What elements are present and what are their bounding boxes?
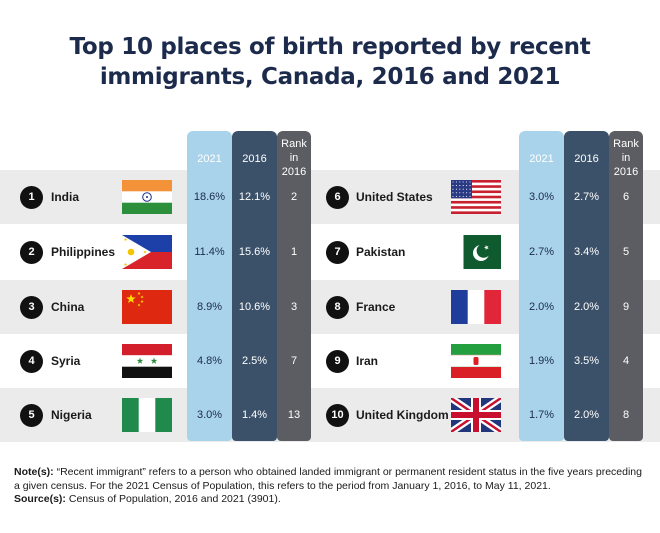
- rank-2016: 8: [622, 409, 630, 421]
- country-label: Pakistan: [356, 245, 406, 259]
- header-rank-line-1: Rank: [613, 138, 639, 150]
- rank-badge: 5: [20, 404, 43, 427]
- rank-badge: 8: [326, 296, 349, 319]
- iran-flag: [451, 344, 501, 378]
- header-2021-right: 2021: [529, 153, 554, 165]
- chart-title-line-2: immigrants, Canada, 2016 and 2021: [99, 64, 561, 90]
- header-rank-left: Rank in 2016: [277, 137, 311, 179]
- value-2016: 15.6%: [238, 246, 271, 258]
- value-2016: 12.1%: [238, 191, 271, 203]
- rank-2016: 7: [290, 355, 298, 367]
- value-2016: 1.4%: [241, 409, 268, 421]
- rank-2016: 2: [290, 191, 298, 203]
- header-rank-line-2: in 2016: [613, 152, 639, 178]
- india-flag: [122, 180, 172, 214]
- note-label: Note(s):: [14, 466, 54, 478]
- header-2016-right: 2016: [574, 153, 599, 165]
- column-rank-right: [609, 131, 643, 441]
- pakistan-flag: [451, 235, 501, 269]
- column-2016-left: [232, 131, 277, 441]
- value-2016: 2.7%: [573, 191, 600, 203]
- value-2016: 2.5%: [241, 355, 268, 367]
- rank-badge: 9: [326, 350, 349, 373]
- country-label: China: [51, 300, 85, 314]
- france-flag: [451, 290, 501, 324]
- country-label: Nigeria: [51, 408, 92, 422]
- rank-badge: 1: [20, 186, 43, 209]
- column-2021-left: [187, 131, 232, 441]
- source-text: Census of Population, 2016 and 2021 (390…: [65, 493, 281, 505]
- value-2016: 2.0%: [573, 409, 600, 421]
- source-label: Source(s):: [14, 493, 66, 505]
- value-2016: 3.5%: [573, 355, 600, 367]
- rank-2016: 4: [622, 355, 630, 367]
- country-label: Iran: [356, 354, 379, 368]
- header-rank-right: Rank in 2016: [609, 137, 643, 179]
- value-2021: 4.8%: [196, 355, 223, 367]
- source: Source(s): Census of Population, 2016 an…: [14, 493, 646, 507]
- header-rank-line-2: in 2016: [281, 152, 307, 178]
- column-2021-right: [519, 131, 564, 441]
- country-label: Philippines: [51, 245, 116, 259]
- rank-badge: 4: [20, 350, 43, 373]
- value-2021: 11.4%: [194, 246, 225, 258]
- rank-badge: 3: [20, 296, 43, 319]
- chart-title: Top 10 places of birth reported by recen…: [0, 32, 660, 92]
- united-states-flag: [451, 180, 501, 214]
- rank-2016: 13: [287, 409, 301, 421]
- value-2016: 10.6%: [238, 301, 271, 313]
- value-2021: 2.0%: [528, 301, 555, 313]
- value-2021: 2.7%: [528, 246, 555, 258]
- country-label: United Kingdom: [356, 408, 449, 422]
- rank-2016: 1: [290, 246, 298, 258]
- nigeria-flag: [122, 398, 172, 432]
- china-flag: [122, 290, 172, 324]
- united-kingdom-flag: [451, 398, 501, 432]
- country-label: India: [51, 190, 80, 204]
- value-2021: 3.0%: [196, 409, 223, 421]
- note-text: “Recent immigrant” refers to a person wh…: [14, 466, 642, 492]
- country-label: France: [356, 300, 396, 314]
- syria-flag: [122, 344, 172, 378]
- header-rank-line-1: Rank: [281, 138, 307, 150]
- rank-badge: 7: [326, 241, 349, 264]
- header-2016-left: 2016: [242, 153, 267, 165]
- rank-badge: 6: [326, 186, 349, 209]
- rank-2016: 5: [622, 246, 630, 258]
- country-label: Syria: [51, 354, 81, 368]
- value-2016: 3.4%: [573, 246, 600, 258]
- header-2021-left: 2021: [197, 153, 222, 165]
- philippines-flag: [122, 235, 172, 269]
- value-2021: 1.9%: [528, 355, 555, 367]
- rank-2016: 3: [290, 301, 298, 313]
- column-rank-left: [277, 131, 311, 441]
- value-2021: 1.7%: [528, 409, 555, 421]
- country-label: United States: [356, 190, 433, 204]
- rank-2016: 6: [622, 191, 630, 203]
- rank-badge: 2: [20, 241, 43, 264]
- footnotes: Note(s): “Recent immigrant” refers to a …: [14, 466, 646, 507]
- rank-2016: 9: [622, 301, 630, 313]
- value-2021: 18.6%: [193, 191, 226, 203]
- rank-badge: 10: [326, 404, 349, 427]
- value-2021: 8.9%: [196, 301, 223, 313]
- column-2016-right: [564, 131, 609, 441]
- value-2016: 2.0%: [573, 301, 600, 313]
- value-2021: 3.0%: [528, 191, 555, 203]
- note: Note(s): “Recent immigrant” refers to a …: [14, 466, 646, 493]
- chart-title-line-1: Top 10 places of birth reported by recen…: [69, 34, 591, 60]
